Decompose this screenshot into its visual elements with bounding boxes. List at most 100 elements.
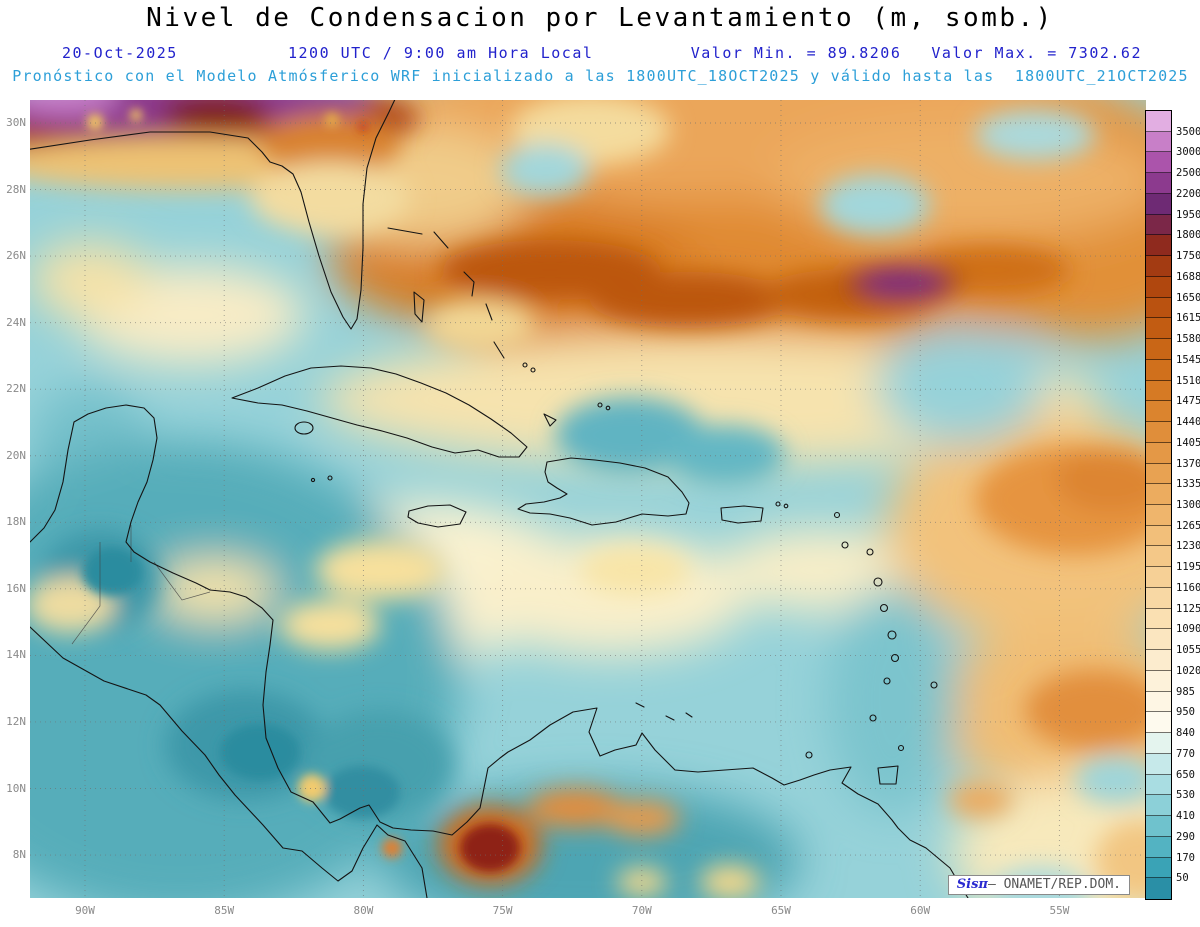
lon-label: 65W xyxy=(771,904,791,917)
colorbar-label: 1370 xyxy=(1176,458,1200,470)
colorbar-label: 1688 xyxy=(1176,271,1200,283)
martinique xyxy=(887,630,897,640)
colorbar-label: 1615 xyxy=(1176,312,1200,324)
colorbar-segment xyxy=(1146,152,1171,173)
bahamas-long-island xyxy=(493,341,505,359)
colorbar-segment xyxy=(1146,298,1171,318)
st-kitts xyxy=(841,541,849,549)
barbados xyxy=(930,681,938,689)
valid-time: 1200 UTC / 9:00 am Hora Local xyxy=(288,44,594,62)
st-vincent xyxy=(883,677,891,685)
colorbar-segment xyxy=(1146,858,1171,878)
colorbar-segment xyxy=(1146,422,1171,443)
dominica xyxy=(879,603,889,613)
anguilla xyxy=(833,511,841,519)
colorbar-segment xyxy=(1146,671,1171,692)
colorbar-label: 3000 xyxy=(1176,146,1200,158)
lat-label: 24N xyxy=(6,315,26,329)
colorbar-segment xyxy=(1146,318,1171,339)
colorbar-label: 950 xyxy=(1176,706,1195,718)
valor-min: Valor Min. = 89.8206 xyxy=(690,44,902,62)
colorbar-label: 1055 xyxy=(1176,644,1200,656)
lat-label: 20N xyxy=(6,448,26,462)
lon-label: 85W xyxy=(214,904,235,917)
colorbar-segment xyxy=(1146,775,1171,795)
colorbar-segment xyxy=(1146,401,1171,422)
colorbar-segment xyxy=(1146,443,1171,464)
lon-label: 90W xyxy=(75,904,95,917)
watermark: Sisπ– ONAMET/REP.DOM. xyxy=(947,875,1130,895)
lat-label: 22N xyxy=(6,382,26,396)
colorbar-segment xyxy=(1146,194,1171,215)
colorbar-label: 50 xyxy=(1176,872,1189,884)
lat-label: 18N xyxy=(6,515,26,529)
aruba xyxy=(635,702,645,708)
colorbar-segment xyxy=(1146,215,1171,235)
coast-pacific xyxy=(30,626,428,898)
bahamas-crooked xyxy=(522,362,528,368)
colorbar-label: 1300 xyxy=(1176,499,1200,511)
colorbar-segment xyxy=(1146,132,1171,152)
colorbar-label: 1335 xyxy=(1176,478,1200,490)
colorbar-segment xyxy=(1146,381,1171,401)
coast-jamaica xyxy=(407,504,467,528)
contour-mid-layer xyxy=(30,100,1146,898)
colorbar-label: 840 xyxy=(1176,727,1195,739)
colorbar-segment xyxy=(1146,650,1171,671)
colorbar-label: 3500 xyxy=(1176,126,1200,138)
colorbar-segment xyxy=(1146,526,1171,546)
colorbar-label: 1650 xyxy=(1176,292,1200,304)
colorbar-label: 770 xyxy=(1176,748,1195,760)
virgin-islands2 xyxy=(783,503,789,509)
lat-label: 30N xyxy=(6,116,26,129)
map-canvas xyxy=(30,100,1146,898)
colorbar-segment xyxy=(1146,837,1171,858)
colorbar-segment xyxy=(1146,505,1171,526)
st-lucia xyxy=(890,653,900,663)
colorbar-label: 1125 xyxy=(1176,603,1200,615)
colorbar-label: 1545 xyxy=(1176,354,1200,366)
colorbar-segment xyxy=(1146,235,1171,256)
curacao xyxy=(665,715,675,721)
lat-label: 14N xyxy=(6,648,26,662)
country-borders xyxy=(71,525,211,645)
colorbar-label: 530 xyxy=(1176,789,1195,801)
colorbar-label: 1020 xyxy=(1176,665,1200,677)
guadeloupe xyxy=(873,577,883,587)
great-inagua xyxy=(543,413,557,427)
value-range: Valor Min. = 89.8206 Valor Max. = 7302.6… xyxy=(691,44,1142,62)
bahamas-grand-bahama xyxy=(387,227,423,235)
colorbar-segment xyxy=(1146,277,1171,298)
tobago xyxy=(897,744,905,752)
run-date: 20-Oct-2025 xyxy=(62,44,178,62)
colorbar-label: 2500 xyxy=(1176,167,1200,179)
colorbar-segment xyxy=(1146,795,1171,816)
page-title: Nivel de Condensacion por Levantamiento … xyxy=(146,3,1054,33)
colorbar-segment xyxy=(1146,256,1171,277)
antigua xyxy=(866,548,874,556)
trinidad xyxy=(877,765,899,785)
isle-of-youth xyxy=(294,421,314,435)
cayman xyxy=(327,475,333,481)
turks2 xyxy=(605,405,611,411)
coast-cuba xyxy=(231,365,528,458)
bonaire xyxy=(685,712,693,718)
colorbar-segment xyxy=(1146,464,1171,484)
colorbar-label: 985 xyxy=(1176,686,1195,698)
colorbar-segment xyxy=(1146,609,1171,629)
colorbar-label: 650 xyxy=(1176,769,1195,781)
colorbar-segment xyxy=(1146,173,1171,194)
colorbar-segment xyxy=(1146,588,1171,609)
bahamas-andros xyxy=(413,291,425,323)
map-area: Sisπ– ONAMET/REP.DOM. xyxy=(30,100,1146,898)
lat-label: 12N xyxy=(6,714,26,728)
lat-label: 28N xyxy=(6,182,26,196)
forecast-note: Pronóstico con el Modelo Atmósferico WRF… xyxy=(12,67,1189,85)
colorbar-label: 170 xyxy=(1176,852,1195,864)
virgin-islands xyxy=(775,501,781,507)
coast-hispaniola xyxy=(517,457,690,526)
lon-label: 75W xyxy=(492,904,513,917)
colorbar-segment xyxy=(1146,567,1171,588)
colorbar-segment xyxy=(1146,339,1171,360)
